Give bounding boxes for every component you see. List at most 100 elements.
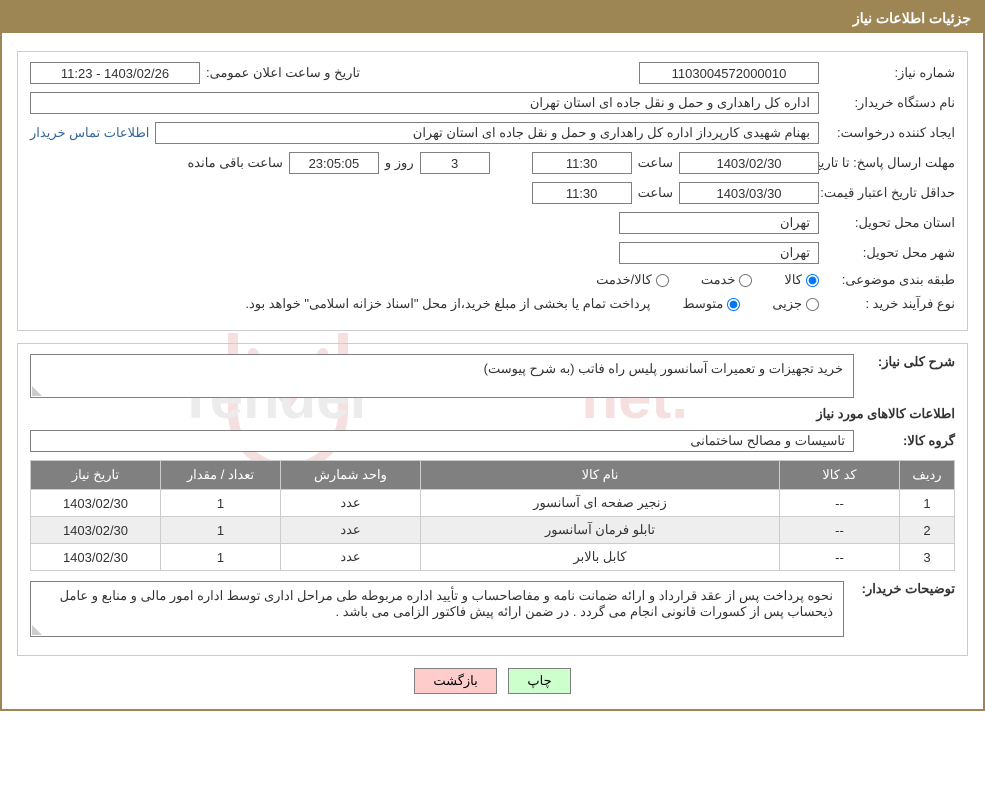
- row-need-desc: شرح کلی نیاز: خرید تجهیزات و تعمیرات آسا…: [30, 354, 955, 398]
- row-min-validity: حداقل تاریخ اعتبار قیمت: تا تاریخ: 1403/…: [30, 182, 955, 204]
- min-validity-time-label: ساعت: [638, 185, 673, 201]
- cell-qty: 1: [161, 517, 281, 544]
- min-validity-time: 11:30: [532, 182, 632, 204]
- radio-medium[interactable]: [727, 298, 740, 311]
- buyer-notes-label: توضیحات خریدار:: [850, 581, 955, 597]
- classify-label: طبقه بندی موضوعی:: [825, 272, 955, 288]
- buyer-notes-text: نحوه پرداخت پس از عقد قرارداد و ارائه ضم…: [60, 588, 833, 619]
- city-label: شهر محل تحویل:: [825, 245, 955, 261]
- items-title: اطلاعات کالاهای مورد نیاز: [30, 406, 955, 422]
- table-row: 1--زنجیر صفحه ای آسانسورعدد11403/02/30: [31, 490, 955, 517]
- cell-date: 1403/02/30: [31, 490, 161, 517]
- radio-kala-khadamat-label: کالا/خدمت: [596, 272, 652, 288]
- announce-label: تاریخ و ساعت اعلان عمومی:: [206, 65, 360, 81]
- cell-name: کابل بالابر: [421, 544, 780, 571]
- resize-handle-icon[interactable]: [32, 625, 42, 635]
- cell-unit: عدد: [281, 544, 421, 571]
- province-value: تهران: [619, 212, 819, 234]
- row-classify: طبقه بندی موضوعی: کالا خدمت کالا/خدمت: [30, 272, 955, 288]
- need-desc-label: شرح کلی نیاز:: [860, 354, 955, 370]
- need-desc-value: خرید تجهیزات و تعمیرات آسانسور پلیس راه …: [30, 354, 854, 398]
- col-unit: واحد شمارش: [281, 461, 421, 490]
- creator-value: بهنام شهیدی کارپرداز اداره کل راهداری و …: [155, 122, 819, 144]
- table-row: 2--تابلو فرمان آسانسورعدد11403/02/30: [31, 517, 955, 544]
- days-value: 3: [420, 152, 490, 174]
- table-row: 3--کابل بالابرعدد11403/02/30: [31, 544, 955, 571]
- deadline-label: مهلت ارسال پاسخ: تا تاریخ:: [825, 155, 955, 171]
- cell-unit: عدد: [281, 517, 421, 544]
- radio-kala-khadamat[interactable]: [656, 274, 669, 287]
- group-value: تاسیسات و مصالح ساختمانی: [30, 430, 854, 452]
- back-button[interactable]: بازگشت: [414, 668, 496, 694]
- items-table-header: ردیف کد کالا نام کالا واحد شمارش تعداد /…: [31, 461, 955, 490]
- radio-kala-khadamat-group: کالا/خدمت: [596, 272, 669, 288]
- cell-row: 3: [900, 544, 955, 571]
- deadline-time: 11:30: [532, 152, 632, 174]
- cell-name: تابلو فرمان آسانسور: [421, 517, 780, 544]
- details-section: شماره نیاز: 1103004572000010 تاریخ و ساع…: [17, 51, 968, 331]
- city-value: تهران: [619, 242, 819, 264]
- print-button[interactable]: چاپ: [508, 668, 570, 694]
- panel-header: جزئیات اطلاعات نیاز: [2, 4, 983, 33]
- buyer-value: اداره کل راهداری و حمل و نقل جاده ای است…: [30, 92, 819, 114]
- items-section: شرح کلی نیاز: خرید تجهیزات و تعمیرات آسا…: [17, 343, 968, 656]
- creator-label: ایجاد کننده درخواست:: [825, 125, 955, 141]
- radio-partial-group: جزیی: [772, 296, 819, 312]
- days-label: روز و: [385, 155, 414, 171]
- buyer-notes-value: نحوه پرداخت پس از عقد قرارداد و ارائه ضم…: [30, 581, 844, 637]
- content-area: شماره نیاز: 1103004572000010 تاریخ و ساع…: [2, 33, 983, 709]
- radio-kala-label: کالا: [784, 272, 802, 288]
- remain-time: 23:05:05: [289, 152, 379, 174]
- deadline-date: 1403/02/30: [679, 152, 819, 174]
- cell-code: --: [780, 490, 900, 517]
- row-province: استان محل تحویل: تهران: [30, 212, 955, 234]
- need-desc-text: خرید تجهیزات و تعمیرات آسانسور پلیس راه …: [484, 361, 843, 376]
- resize-handle-icon[interactable]: [32, 386, 42, 396]
- purchase-type-label: نوع فرآیند خرید :: [825, 296, 955, 312]
- row-buyer: نام دستگاه خریدار: اداره کل راهداری و حم…: [30, 92, 955, 114]
- radio-khadamat[interactable]: [739, 274, 752, 287]
- min-validity-date: 1403/03/30: [679, 182, 819, 204]
- radio-kala-group: کالا: [784, 272, 819, 288]
- radio-khadamat-label: خدمت: [701, 272, 736, 288]
- cell-qty: 1: [161, 544, 281, 571]
- group-label: گروه کالا:: [860, 433, 955, 449]
- row-purchase-type: نوع فرآیند خرید : جزیی متوسط پرداخت تمام…: [30, 296, 955, 312]
- radio-khadamat-group: خدمت: [701, 272, 753, 288]
- buyer-label: نام دستگاه خریدار:: [825, 95, 955, 111]
- remain-label: ساعت باقی مانده: [187, 155, 282, 171]
- deadline-time-label: ساعت: [638, 155, 673, 171]
- panel-title: جزئیات اطلاعات نیاز: [853, 10, 971, 26]
- cell-date: 1403/02/30: [31, 544, 161, 571]
- items-table: ردیف کد کالا نام کالا واحد شمارش تعداد /…: [30, 460, 955, 571]
- radio-medium-group: متوسط: [682, 296, 740, 312]
- province-label: استان محل تحویل:: [825, 215, 955, 231]
- radio-partial[interactable]: [806, 298, 819, 311]
- radio-medium-label: متوسط: [682, 296, 723, 312]
- contact-link[interactable]: اطلاعات تماس خریدار: [30, 125, 149, 141]
- row-creator: ایجاد کننده درخواست: بهنام شهیدی کارپردا…: [30, 122, 955, 144]
- radio-kala[interactable]: [806, 274, 819, 287]
- row-deadline: مهلت ارسال پاسخ: تا تاریخ: 1403/02/30 سا…: [30, 152, 955, 174]
- need-number-value: 1103004572000010: [639, 62, 819, 84]
- col-row: ردیف: [900, 461, 955, 490]
- cell-code: --: [780, 517, 900, 544]
- col-code: کد کالا: [780, 461, 900, 490]
- row-buyer-notes: توضیحات خریدار: نحوه پرداخت پس از عقد قر…: [30, 581, 955, 637]
- announce-value: 1403/02/26 - 11:23: [30, 62, 200, 84]
- row-group: گروه کالا: تاسیسات و مصالح ساختمانی: [30, 430, 955, 452]
- cell-row: 1: [900, 490, 955, 517]
- cell-code: --: [780, 544, 900, 571]
- payment-note: پرداخت تمام یا بخشی از مبلغ خرید،از محل …: [245, 296, 650, 312]
- col-date: تاریخ نیاز: [31, 461, 161, 490]
- col-name: نام کالا: [421, 461, 780, 490]
- row-need-number: شماره نیاز: 1103004572000010 تاریخ و ساع…: [30, 62, 955, 84]
- radio-partial-label: جزیی: [772, 296, 802, 312]
- need-number-label: شماره نیاز:: [825, 65, 955, 81]
- cell-row: 2: [900, 517, 955, 544]
- cell-date: 1403/02/30: [31, 517, 161, 544]
- buttons-row: چاپ بازگشت: [17, 668, 968, 694]
- main-panel: جزئیات اطلاعات نیاز شماره نیاز: 11030045…: [0, 0, 985, 711]
- min-validity-label: حداقل تاریخ اعتبار قیمت: تا تاریخ:: [825, 185, 955, 201]
- cell-name: زنجیر صفحه ای آسانسور: [421, 490, 780, 517]
